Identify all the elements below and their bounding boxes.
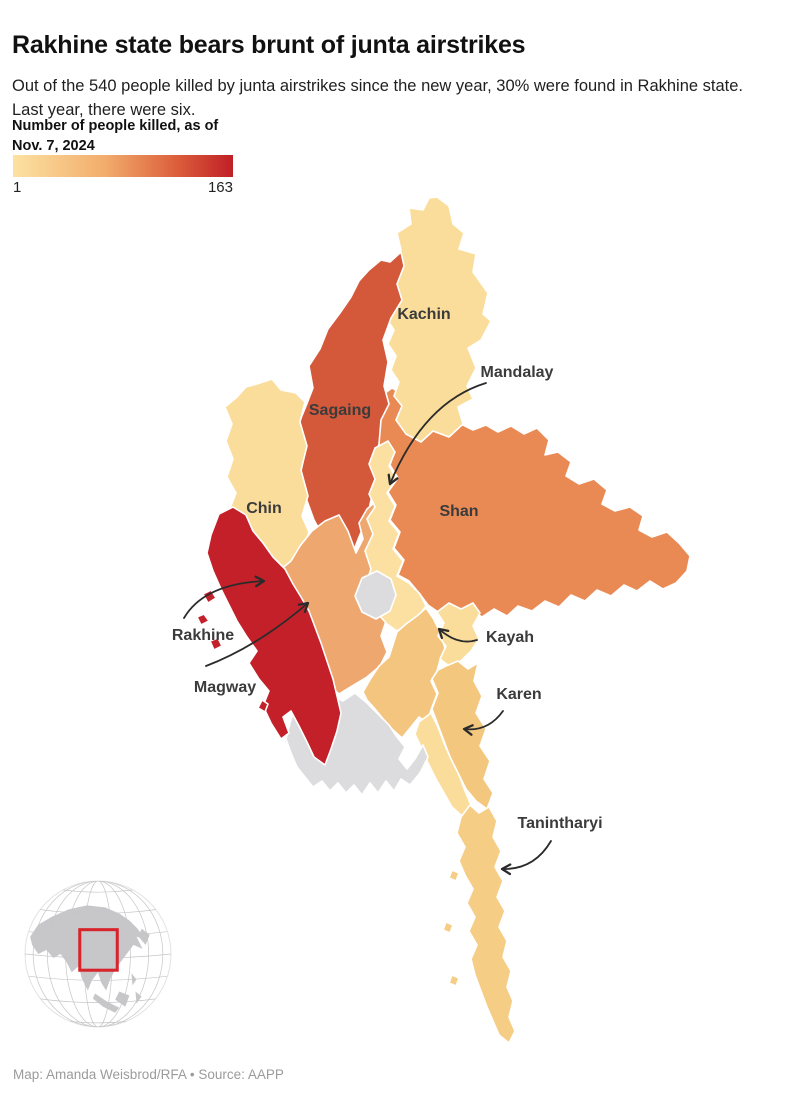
region-naypyidaw — [354, 570, 397, 620]
page-subtitle: Out of the 540 people killed by junta ai… — [12, 76, 744, 120]
legend-scale: 1 163 — [13, 179, 233, 196]
legend-max-label: 163 — [207, 179, 233, 196]
state-karen — [431, 660, 494, 810]
state-kayah — [436, 602, 481, 667]
legend-title-line2: Nov. 7, 2024 — [12, 138, 95, 154]
credit-line: Map: Amanda Weisbrod/RFA • Source: AAPP — [13, 1067, 284, 1082]
tanintharyi-islands — [442, 869, 460, 987]
label-mandalay: Mandalay — [480, 364, 554, 381]
legend-title: Number of people killed, as of Nov. 7, 2… — [12, 116, 292, 156]
label-shan: Shan — [439, 503, 479, 520]
state-shan — [370, 386, 691, 618]
mandalay-arrow — [387, 382, 487, 486]
karen-arrow — [462, 710, 504, 736]
label-sagaing: Sagaing — [308, 402, 372, 419]
state-rakhine — [206, 506, 342, 766]
tanintharyi-arrow — [500, 840, 552, 876]
legend-gradient — [13, 155, 233, 177]
magway-arrow — [205, 601, 310, 667]
label-kachin: Kachin — [397, 306, 451, 323]
label-rakhine: Rakhine — [171, 627, 235, 644]
rakhine-arrow — [183, 575, 266, 619]
globe-locator-inset — [24, 880, 172, 1028]
label-chin: Chin — [246, 500, 282, 517]
legend-title-line1: Number of people killed, as of — [12, 118, 219, 134]
rakhine-islands — [196, 589, 269, 713]
label-magway: Magway — [193, 679, 257, 696]
label-tanintharyi: Tanintharyi — [517, 815, 603, 832]
locator-highlight-box — [78, 928, 119, 972]
page-title: Rakhine state bears brunt of junta airst… — [12, 30, 526, 59]
label-karen: Karen — [496, 686, 542, 703]
legend-min-label: 1 — [13, 179, 22, 196]
kayah-arrow — [437, 627, 478, 643]
state-tanintharyi — [456, 804, 516, 1044]
label-kayah: Kayah — [485, 629, 535, 646]
